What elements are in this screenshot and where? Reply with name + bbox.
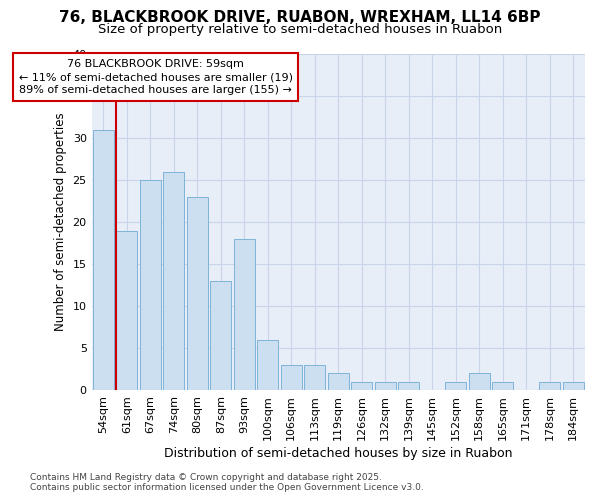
Text: Size of property relative to semi-detached houses in Ruabon: Size of property relative to semi-detach… (98, 22, 502, 36)
Bar (351, 382, 373, 390)
Y-axis label: Number of semi-detached properties: Number of semi-detached properties (54, 113, 67, 332)
Bar (281, 365, 302, 390)
Bar (539, 382, 560, 390)
Bar (328, 374, 349, 390)
Bar (469, 374, 490, 390)
Bar (304, 365, 325, 390)
Bar (140, 180, 161, 390)
Bar (492, 382, 514, 390)
Bar (563, 382, 584, 390)
X-axis label: Distribution of semi-detached houses by size in Ruabon: Distribution of semi-detached houses by … (164, 447, 512, 460)
Bar (398, 382, 419, 390)
Bar (257, 340, 278, 390)
Bar (374, 382, 396, 390)
Bar (163, 172, 184, 390)
Bar (445, 382, 466, 390)
Bar (93, 130, 114, 390)
Text: Contains HM Land Registry data © Crown copyright and database right 2025.
Contai: Contains HM Land Registry data © Crown c… (30, 473, 424, 492)
Bar (210, 281, 232, 390)
Bar (116, 230, 137, 390)
Bar (234, 239, 255, 390)
Bar (187, 197, 208, 390)
Text: 76, BLACKBROOK DRIVE, RUABON, WREXHAM, LL14 6BP: 76, BLACKBROOK DRIVE, RUABON, WREXHAM, L… (59, 10, 541, 25)
Text: 76 BLACKBROOK DRIVE: 59sqm
← 11% of semi-detached houses are smaller (19)
89% of: 76 BLACKBROOK DRIVE: 59sqm ← 11% of semi… (19, 59, 293, 96)
